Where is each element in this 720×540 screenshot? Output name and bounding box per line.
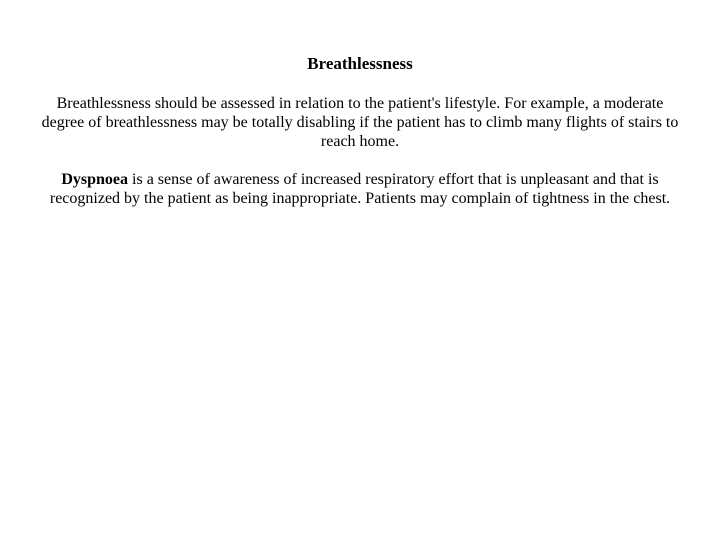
paragraph-1: Breathlessness should be assessed in rel…: [40, 94, 680, 152]
slide-container: Breathlessness Breathlessness should be …: [0, 0, 720, 540]
paragraph-2: Dyspnoea is a sense of awareness of incr…: [40, 170, 680, 208]
paragraph-2-body: is a sense of awareness of increased res…: [50, 171, 670, 207]
term-dyspnoea: Dyspnoea: [61, 171, 132, 188]
slide-title: Breathlessness: [40, 54, 680, 74]
